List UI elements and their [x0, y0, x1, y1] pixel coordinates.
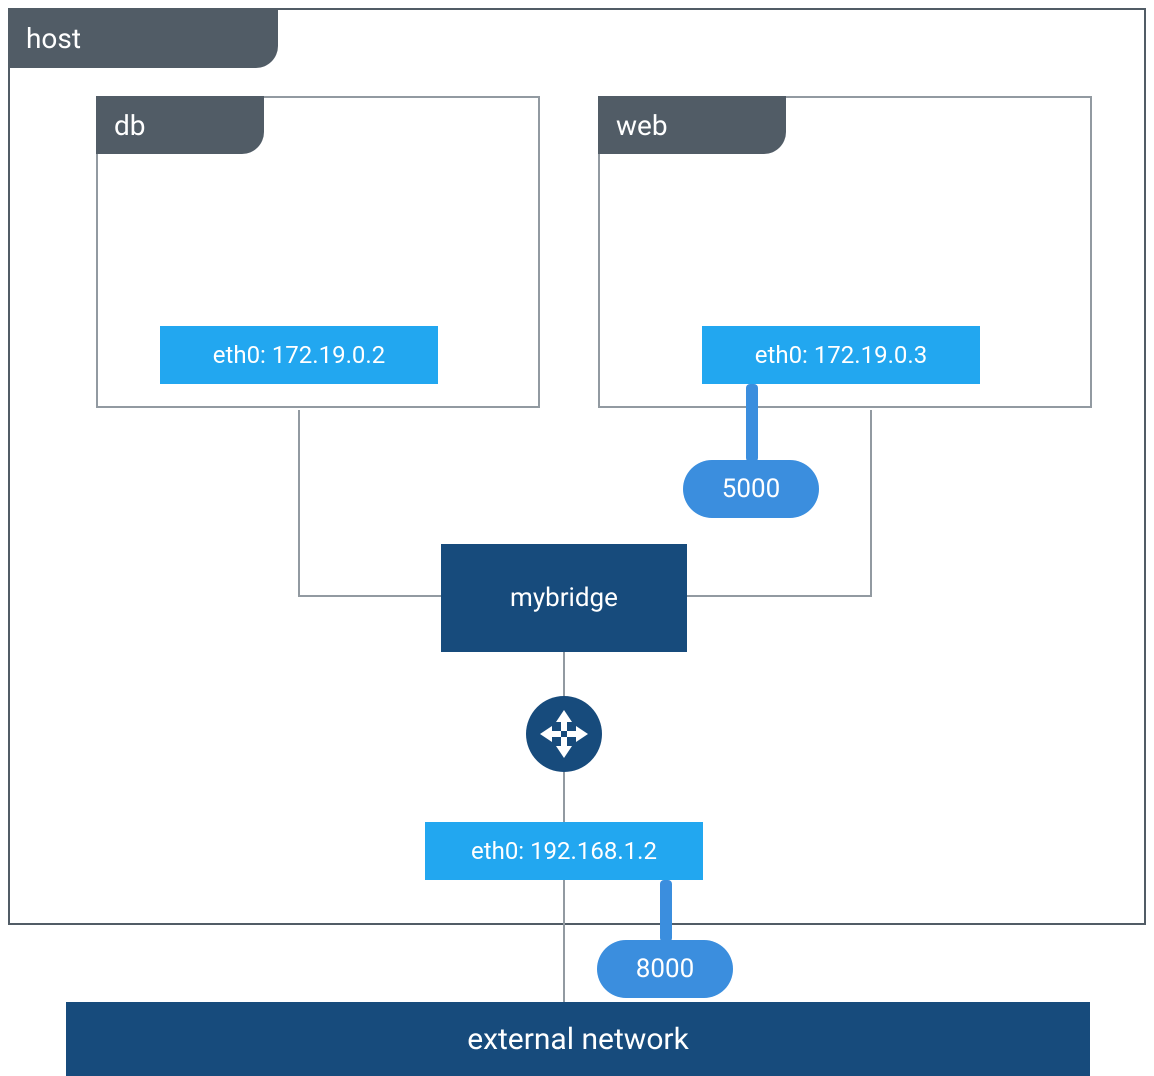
- external-label: external network: [467, 1022, 689, 1057]
- arrows-icon: [536, 706, 592, 762]
- network-diagram: host db web eth0: 172.19.0.2 eth0: 172.1…: [0, 0, 1154, 1076]
- host-eth-label: eth0: 192.168.1.2: [471, 837, 657, 865]
- edge-web-down: [870, 410, 872, 595]
- bridge: mybridge: [441, 544, 687, 652]
- db-eth-label: eth0: 172.19.0.2: [213, 341, 385, 369]
- host-eth: eth0: 192.168.1.2: [425, 822, 703, 880]
- bridge-label: mybridge: [510, 583, 618, 613]
- port-5000-label: 5000: [722, 474, 780, 504]
- edge-web-port5000: [746, 384, 758, 462]
- db-eth: eth0: 172.19.0.2: [160, 326, 438, 384]
- container-db-tab: db: [96, 96, 264, 154]
- port-8000-label: 8000: [636, 954, 694, 984]
- host-label: host: [26, 22, 81, 55]
- port-5000: 5000: [683, 460, 819, 518]
- router-icon: [526, 696, 602, 772]
- edge-hosteth-external: [563, 880, 565, 1002]
- edge-web-left: [687, 595, 872, 597]
- container-web-label: web: [616, 109, 668, 142]
- edge-nat-hosteth: [563, 772, 565, 822]
- host-tab: host: [8, 8, 278, 68]
- external-network: external network: [66, 1002, 1090, 1076]
- edge-db-down: [298, 410, 300, 595]
- port-8000: 8000: [597, 940, 733, 998]
- container-web-tab: web: [598, 96, 786, 154]
- edge-bridge-nat: [563, 652, 565, 696]
- web-eth: eth0: 172.19.0.3: [702, 326, 980, 384]
- container-db-label: db: [114, 109, 146, 142]
- edge-db-right: [298, 595, 442, 597]
- edge-host-port8000: [660, 880, 672, 942]
- web-eth-label: eth0: 172.19.0.3: [755, 341, 927, 369]
